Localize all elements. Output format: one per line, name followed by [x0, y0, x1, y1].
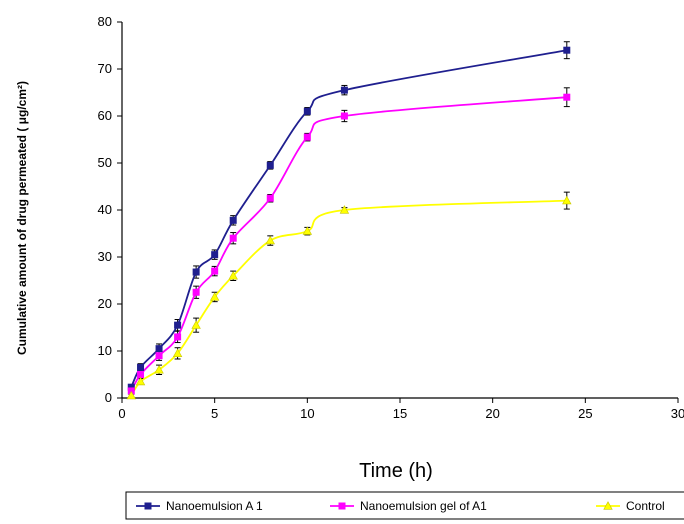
tick-labels: 0 10 20 30 40 50 60 70 80 0 5 10 15 20 25 30	[98, 14, 684, 421]
data-point	[303, 133, 311, 141]
legend-label: Control	[626, 499, 665, 513]
legend-swatch-marker	[603, 501, 613, 510]
data-point	[137, 363, 145, 371]
y-tick-label: 50	[98, 155, 112, 170]
data-point	[303, 107, 311, 115]
data-point	[211, 267, 219, 275]
data-point	[563, 46, 571, 54]
legend-label: Nanoemulsion A 1	[166, 499, 263, 513]
x-tick-label: 25	[578, 406, 592, 421]
data-point	[192, 288, 200, 296]
data-point	[563, 93, 571, 101]
data-point	[154, 364, 164, 374]
data-point	[302, 226, 313, 235]
data-point	[209, 292, 220, 301]
x-tick-label: 15	[393, 406, 407, 421]
data-point	[229, 216, 237, 224]
x-tick-label: 10	[300, 406, 314, 421]
data-point	[135, 376, 146, 386]
data-point	[266, 194, 274, 202]
data-point	[340, 86, 348, 94]
data-point	[340, 112, 348, 120]
series-3-points	[126, 195, 572, 400]
data-point	[265, 235, 275, 245]
y-tick-label: 10	[98, 343, 112, 358]
y-axis-title: Cumulative amount of drug permeated ( μg…	[15, 81, 29, 355]
y-tick-label: 40	[98, 202, 112, 217]
series-2-errorbars	[128, 87, 570, 394]
x-tick-label: 0	[118, 406, 125, 421]
y-tick-label: 20	[98, 296, 112, 311]
x-tick-label: 20	[485, 406, 499, 421]
legend-box	[125, 491, 684, 520]
y-tick-label: 0	[105, 390, 112, 405]
data-point	[172, 348, 183, 358]
series-2-points	[127, 93, 571, 395]
y-tick-label: 80	[98, 14, 112, 29]
data-point	[137, 371, 145, 378]
data-point	[155, 345, 163, 353]
chart-axes	[117, 21, 679, 403]
legend-swatch-marker	[144, 502, 152, 510]
legend-label: Nanoemulsion gel of A1	[360, 499, 487, 513]
data-point	[126, 390, 136, 400]
x-tick-label: 5	[211, 406, 218, 421]
data-point	[155, 352, 163, 360]
data-point	[174, 321, 182, 329]
data-point	[192, 268, 200, 276]
data-point	[266, 161, 274, 169]
data-point	[174, 333, 182, 341]
y-tick-label: 70	[98, 61, 112, 76]
series-layer	[126, 41, 572, 400]
data-point	[127, 383, 135, 391]
series-1-points	[127, 46, 571, 391]
data-point	[339, 205, 350, 214]
data-point	[191, 320, 201, 329]
x-tick-label: 30	[671, 406, 684, 421]
data-point	[229, 234, 237, 242]
data-point	[228, 270, 238, 280]
legend: Nanoemulsion A 1 Nanoemulsion gel of A1 Co…	[125, 491, 684, 520]
series-2-line	[130, 96, 567, 392]
y-tick-label: 30	[98, 249, 112, 264]
series-1-errorbars	[128, 41, 570, 391]
data-point	[562, 195, 572, 205]
y-tick-label: 60	[98, 108, 112, 123]
series-1-line	[130, 49, 567, 388]
legend-swatch-marker	[338, 502, 346, 510]
data-point	[211, 251, 219, 259]
x-axis-title: Time (h)	[359, 460, 433, 482]
